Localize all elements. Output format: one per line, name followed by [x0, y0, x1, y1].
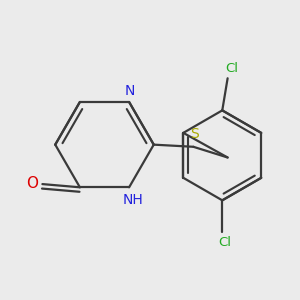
Text: NH: NH: [123, 193, 144, 207]
Text: Cl: Cl: [225, 62, 239, 75]
Text: N: N: [125, 84, 135, 98]
Text: S: S: [190, 127, 199, 141]
Text: O: O: [26, 176, 38, 190]
Text: Cl: Cl: [218, 236, 231, 249]
